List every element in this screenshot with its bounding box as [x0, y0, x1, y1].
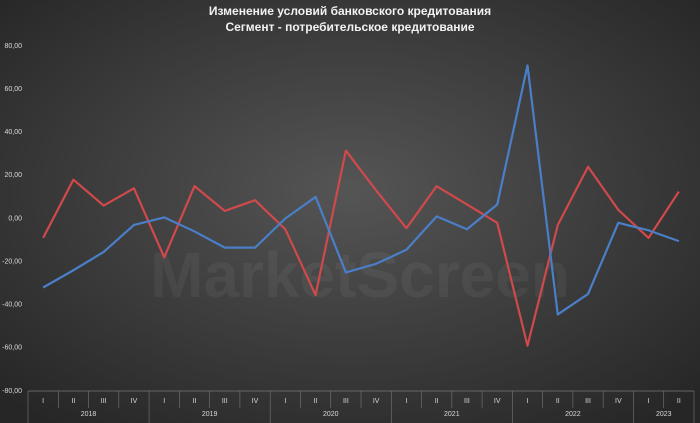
y-tick-label: 60,00: [4, 86, 22, 93]
x-tick-label: I: [648, 398, 650, 405]
x-tick-label: II: [71, 398, 75, 405]
x-tick-label: IV: [615, 398, 622, 405]
x-tick-label: III: [101, 398, 107, 405]
y-tick-label: 20,00: [4, 172, 22, 179]
x-tick-label: II: [556, 398, 560, 405]
x-tick-label: I: [284, 398, 286, 405]
y-tick-label: -20,00: [2, 258, 22, 265]
year-label: 2020: [323, 411, 339, 418]
year-label: 2021: [444, 411, 460, 418]
watermark: MarketScreen: [150, 239, 570, 311]
chart-title: Изменение условий банковского кредитован…: [209, 4, 491, 18]
y-tick-label: 80,00: [4, 43, 22, 50]
series-line: [42, 149, 680, 347]
series-line: [42, 64, 680, 316]
y-tick-label: -80,00: [2, 388, 22, 395]
year-label: 2018: [81, 411, 97, 418]
x-tick-label: III: [585, 398, 591, 405]
y-tick-label: 0,00: [8, 215, 22, 222]
x-tick-label: IV: [373, 398, 380, 405]
x-tick-label: IV: [494, 398, 501, 405]
year-label: 2022: [565, 411, 581, 418]
x-tick-label: I: [163, 398, 165, 405]
y-tick-label: -40,00: [2, 302, 22, 309]
x-tick-label: I: [42, 398, 44, 405]
x-tick-label: IV: [131, 398, 138, 405]
x-tick-label: III: [222, 398, 228, 405]
y-tick-label: 40,00: [4, 129, 22, 136]
x-tick-label: II: [435, 398, 439, 405]
x-tick-label: II: [677, 398, 681, 405]
x-tick-label: IV: [252, 398, 259, 405]
y-tick-label: -60,00: [2, 345, 22, 352]
x-tick-label: I: [527, 398, 529, 405]
chart-subtitle: Сегмент - потребительское кредитование: [225, 20, 474, 34]
x-tick-label: III: [464, 398, 470, 405]
x-tick-label: II: [193, 398, 197, 405]
x-tick-label: II: [314, 398, 318, 405]
year-label: 2019: [202, 411, 218, 418]
x-tick-label: I: [405, 398, 407, 405]
year-label: 2023: [656, 411, 672, 418]
x-tick-label: III: [343, 398, 349, 405]
